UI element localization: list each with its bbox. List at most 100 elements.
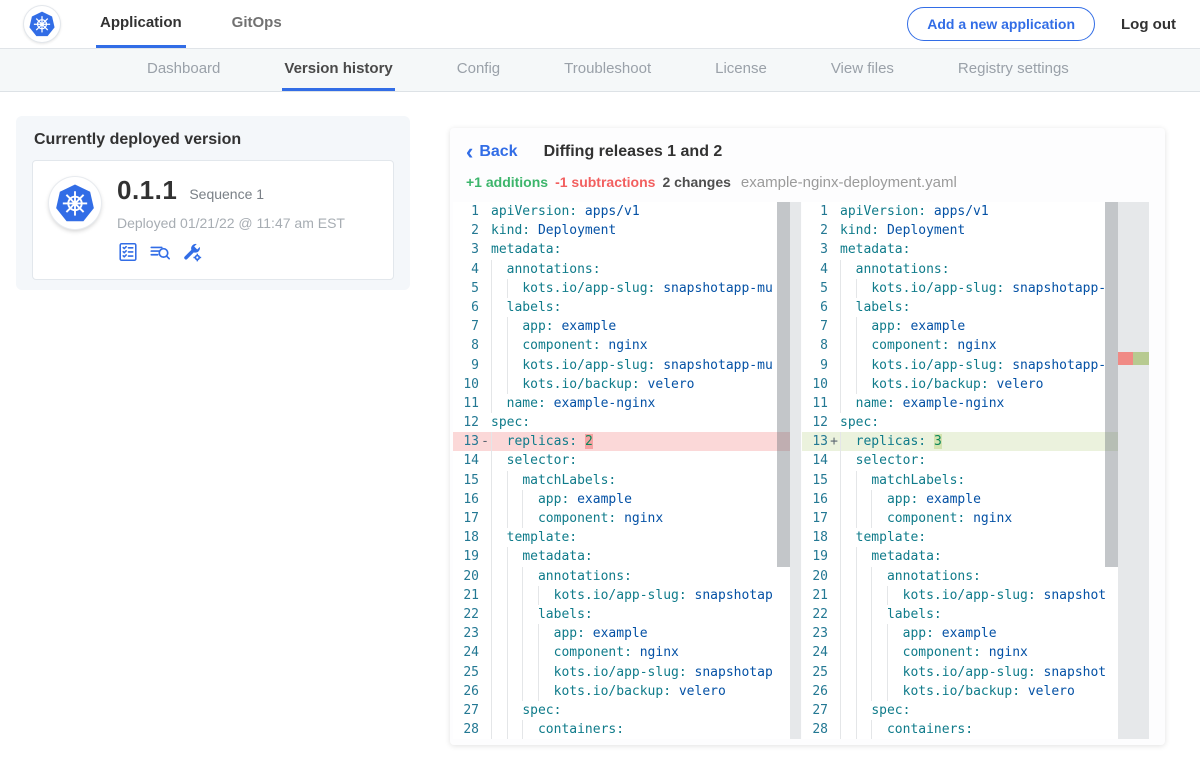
- subnav-item-troubleshoot[interactable]: Troubleshoot: [564, 60, 652, 77]
- tab-gitops[interactable]: GitOps: [231, 14, 282, 31]
- overview-ruler-modified: [1118, 202, 1149, 739]
- diff-line: 5 kots.io/app-slug: snapshotapp-mu: [802, 278, 1118, 298]
- chevron-left-icon: ‹: [466, 139, 474, 164]
- diff-editor: 1 apiVersion: apps/v1 2 kind: Deployment 3 me…: [450, 202, 1165, 739]
- diff-line: 25 kots.io/app-slug: snapshotap: [453, 662, 790, 682]
- diff-line: 8 component: nginx: [802, 336, 1118, 356]
- subtractions-count: -1 subtractions: [555, 174, 656, 190]
- add-new-application-button[interactable]: Add a new application: [907, 7, 1096, 41]
- diff-line: 9 kots.io/app-slug: snapshotapp-mu: [453, 355, 790, 375]
- diff-line: 6 labels:: [453, 297, 790, 318]
- diff-filename: example-nginx-deployment.yaml: [740, 174, 957, 191]
- kubernetes-helm-icon: [29, 11, 55, 37]
- diff-line: 1 apiVersion: apps/v1: [471, 204, 640, 219]
- diff-line: 11 name: example-nginx: [802, 393, 1118, 414]
- subnav-item-registry-settings[interactable]: Registry settings: [957, 60, 1069, 77]
- diff-line: 13- replicas: 2: [453, 432, 790, 452]
- diff-line: 8 component: nginx: [453, 336, 790, 356]
- tab-application[interactable]: Application: [96, 0, 186, 48]
- diff-line: 12 spec:: [812, 415, 880, 431]
- subnav-item-license[interactable]: License: [715, 60, 767, 77]
- diff-line: 1 apiVersion: apps/v1: [820, 204, 989, 219]
- diff-line: 7 app: example: [802, 317, 1118, 337]
- diff-title: Diffing releases 1 and 2: [543, 143, 723, 160]
- changes-count: 2 changes: [662, 174, 731, 190]
- diff-line: 17 component: nginx: [453, 509, 790, 529]
- scrollbar-thumb-modified[interactable]: [1105, 202, 1118, 567]
- diff-line: 7 app: example: [453, 317, 790, 337]
- configure-icon[interactable]: [181, 241, 203, 263]
- diff-line: 4 annotations:: [453, 259, 790, 279]
- diff-line: 28 containers:: [802, 720, 1118, 739]
- overview-ruler-original: [790, 202, 801, 739]
- diff-line: 19 metadata:: [802, 547, 1118, 567]
- diff-line: 16 app: example: [802, 489, 1118, 509]
- diff-line: 11 name: example-nginx: [453, 393, 790, 414]
- diff-card: ‹ Back Diffing releases 1 and 2 +1 addit…: [450, 128, 1165, 745]
- diff-line: 2 kind: Deployment: [471, 223, 617, 239]
- diff-line: 12 spec:: [463, 415, 531, 431]
- deployed-card-title: Currently deployed version: [34, 131, 242, 148]
- diff-line: 10 kots.io/backup: velero: [802, 374, 1118, 394]
- diff-line: 20 annotations:: [802, 566, 1118, 586]
- diff-line: 5 kots.io/app-slug: snapshotapp-mu: [453, 278, 790, 298]
- diff-line: 3 metadata:: [820, 242, 911, 258]
- deployed-timestamp: Deployed 01/21/22 @ 11:47 am EST: [117, 215, 345, 231]
- deployed-version-row: 0.1.1 Sequence 1 Deployed 01/21/22 @ 11:…: [32, 160, 394, 280]
- diff-line: 16 app: example: [453, 489, 790, 509]
- diff-line: 27 spec:: [453, 700, 790, 721]
- subnav-item-config[interactable]: Config: [456, 60, 501, 77]
- scrollbar-thumb-original[interactable]: [777, 202, 790, 567]
- release-notes-icon[interactable]: [117, 241, 139, 263]
- diff-panel-modified: 1 apiVersion: apps/v1 2 kind: Deployment 3 me…: [802, 202, 1149, 739]
- diff-line: 14 selector:: [453, 451, 790, 471]
- diff-panel-original: 1 apiVersion: apps/v1 2 kind: Deployment 3 me…: [453, 202, 801, 739]
- diff-line: 2 kind: Deployment: [820, 223, 966, 239]
- diff-line: 18 template:: [453, 528, 790, 548]
- diff-line: 24 component: nginx: [802, 643, 1118, 663]
- subnav-item-view-files[interactable]: View files: [830, 60, 894, 77]
- diff-line: 15 matchLabels:: [802, 470, 1118, 490]
- diff-line: 24 component: nginx: [453, 643, 790, 663]
- top-nav: Application GitOps Add a new application…: [0, 0, 1200, 48]
- diff-line: 6 labels:: [802, 297, 1118, 318]
- diff-line: 3 metadata:: [471, 242, 562, 258]
- diff-stats: +1 additions -1 subtractions 2 changes e…: [450, 161, 1165, 202]
- logout-button[interactable]: Log out: [1121, 15, 1176, 33]
- diff-line: 22 labels:: [802, 604, 1118, 625]
- diff-line: 23 app: example: [453, 624, 790, 644]
- diff-line: 28 containers:: [453, 720, 790, 739]
- diff-line: 25 kots.io/app-slug: snapshotap: [802, 662, 1118, 682]
- back-button[interactable]: ‹ Back: [466, 139, 518, 164]
- diff-line: 19 metadata:: [453, 547, 790, 567]
- diff-line: 21 kots.io/app-slug: snapshotap: [453, 585, 790, 605]
- diff-line: 22 labels:: [453, 604, 790, 625]
- diff-line: 26 kots.io/backup: velero: [453, 681, 790, 701]
- subnav-item-version-history[interactable]: Version history: [282, 49, 395, 91]
- kubernetes-helm-icon: [56, 184, 94, 222]
- diff-line: 20 annotations:: [453, 566, 790, 586]
- app-subnav: Dashboard Version history Config Trouble…: [0, 48, 1200, 92]
- sequence-label: Sequence 1: [189, 186, 265, 202]
- preflight-results-icon[interactable]: [149, 241, 171, 263]
- subnav-item-dashboard[interactable]: Dashboard: [147, 60, 221, 77]
- app-logo: [49, 177, 101, 229]
- diff-line: 10 kots.io/backup: velero: [453, 374, 790, 394]
- diff-line: 13 + replicas: 3: [802, 432, 1118, 452]
- diff-line: 17 component: nginx: [802, 509, 1118, 529]
- diff-line: 21 kots.io/app-slug: snapshotap: [802, 585, 1118, 605]
- diff-line: 18 template:: [802, 528, 1118, 548]
- kubernetes-logo: [24, 6, 60, 42]
- ruler-deletion-mark: [1118, 352, 1133, 365]
- ruler-addition-mark: [1133, 352, 1149, 365]
- diff-line: 23 app: example: [802, 624, 1118, 644]
- diff-line: 26 kots.io/backup: velero: [802, 681, 1118, 701]
- version-number: 0.1.1: [117, 175, 178, 205]
- diff-line: 9 kots.io/app-slug: snapshotapp-mu: [802, 355, 1118, 375]
- additions-count: +1 additions: [466, 174, 549, 190]
- diff-line: 14 selector:: [802, 451, 1118, 471]
- currently-deployed-card: Currently deployed version 0.1.1: [16, 116, 410, 290]
- diff-line: 4 annotations:: [802, 259, 1118, 279]
- diff-line: 27 spec:: [802, 700, 1118, 721]
- diff-line: 15 matchLabels:: [453, 470, 790, 490]
